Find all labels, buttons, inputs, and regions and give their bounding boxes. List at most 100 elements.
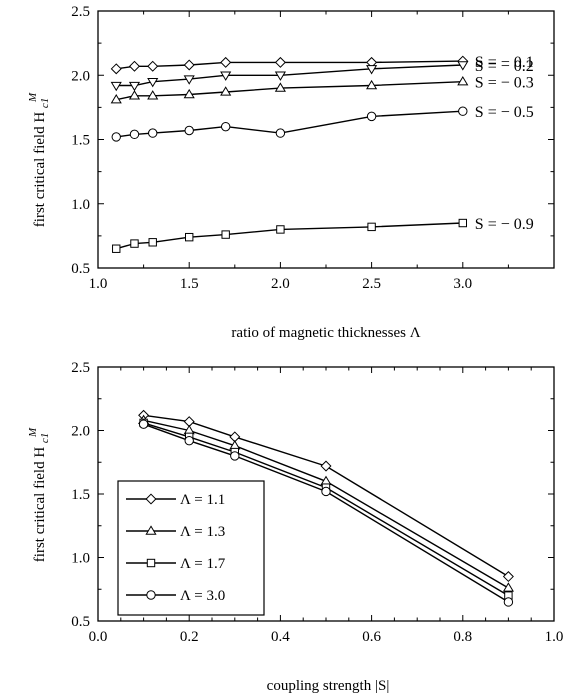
top-data-point <box>366 65 378 75</box>
bottom-series-1 <box>138 414 514 592</box>
top-data-point <box>185 232 194 242</box>
top-data-point <box>112 244 121 253</box>
top-series-1 <box>110 61 469 92</box>
top-series-4 <box>112 218 468 253</box>
legend-marker <box>145 493 157 505</box>
top-x-tick-label: 2.0 <box>271 276 290 292</box>
top-data-point <box>129 129 140 140</box>
legend-label: Λ = 1.3 <box>180 524 225 540</box>
bottom-series-0 <box>138 409 514 583</box>
top-series-line <box>116 110 463 138</box>
top-data-point <box>366 79 378 90</box>
bottom-data-point <box>184 435 194 446</box>
top-data-point <box>110 81 122 92</box>
top-data-point <box>130 239 139 248</box>
legend-marker <box>146 558 156 568</box>
top-data-point <box>274 71 286 81</box>
bottom-x-axis-label: coupling strength |S| <box>267 678 390 694</box>
top-data-point <box>111 132 121 142</box>
bottom-y-axis-label: first critical field H c1 M <box>27 427 52 562</box>
bottom-data-point <box>138 419 149 429</box>
top-x-axis-label: ratio of magnetic thicknesses Λ <box>231 325 420 341</box>
bottom-chart: first critical field H c1 M coupling str… <box>27 360 563 694</box>
top-series-line <box>116 64 463 87</box>
top-chart: first critical field H c1 M ratio of mag… <box>27 4 555 341</box>
top-y-tick-label: 0.5 <box>71 261 90 277</box>
bottom-data-point <box>320 460 332 472</box>
legend-label: Λ = 1.1 <box>180 492 225 508</box>
bottom-x-tick-label: 1.0 <box>545 629 564 645</box>
legend-label: Λ = 1.7 <box>180 556 226 572</box>
top-data-point <box>458 218 468 228</box>
top-x-tick-label: 3.0 <box>453 276 472 292</box>
top-y-tick-label: 1.5 <box>71 133 90 149</box>
top-y-axis-label: first critical field H c1 M <box>27 92 52 227</box>
top-x-tick-label: 1.5 <box>180 276 199 292</box>
bottom-y-tick-label: 2.5 <box>71 360 90 376</box>
bottom-data-point <box>503 597 514 607</box>
top-series-0 <box>110 55 469 75</box>
top-data-point <box>183 75 195 85</box>
top-y-tick-label: 1.0 <box>71 197 90 213</box>
top-data-point <box>457 61 469 71</box>
bottom-y-tick-label: 2.0 <box>71 424 90 440</box>
legend-item: Λ = 3.0 <box>126 588 225 604</box>
top-data-point <box>220 71 232 81</box>
bottom-y-tick-label: 0.5 <box>71 614 90 630</box>
bottom-series-3 <box>138 419 514 607</box>
top-data-point <box>183 88 195 99</box>
top-data-point <box>184 125 194 136</box>
top-series-label: S = − 0.1 <box>475 54 534 71</box>
top-series-2 <box>110 75 469 104</box>
bottom-x-tick-label: 0.8 <box>453 629 472 645</box>
top-data-point <box>147 60 159 72</box>
top-data-point <box>128 81 141 92</box>
top-data-point <box>274 56 286 68</box>
top-data-point <box>148 238 157 247</box>
top-data-point <box>220 56 232 68</box>
top-x-tick-label: 1.0 <box>89 276 108 292</box>
top-data-point <box>110 93 122 104</box>
legend-marker <box>145 525 157 535</box>
legend-item: Λ = 1.1 <box>126 492 225 508</box>
top-y-tick-label: 2.5 <box>71 4 90 20</box>
top-series-label: S = − 0.5 <box>475 104 534 121</box>
bottom-y-tick-label: 1.5 <box>71 487 90 503</box>
top-x-tick-label: 2.5 <box>362 276 381 292</box>
legend-item: Λ = 1.3 <box>126 524 225 540</box>
top-data-point <box>276 225 285 234</box>
bottom-x-tick-label: 0.6 <box>362 629 381 645</box>
top-data-point <box>220 86 232 96</box>
top-data-point <box>128 60 140 72</box>
legend-marker <box>146 590 156 600</box>
top-series-label: S = − 0.9 <box>475 216 534 233</box>
bottom-data-point <box>502 582 514 592</box>
bottom-y-tick-label: 1.0 <box>71 551 90 567</box>
top-data-point <box>274 82 286 92</box>
legend-item: Λ = 1.7 <box>126 556 226 572</box>
top-data-point <box>147 77 159 88</box>
top-data-point <box>457 75 469 86</box>
bottom-data-point <box>230 451 240 461</box>
top-data-point <box>148 128 158 138</box>
legend: Λ = 1.1 Λ = 1.3 Λ = 1.7 Λ = 3.0 <box>117 480 265 616</box>
bottom-data-point <box>502 571 514 583</box>
top-y-tick-label: 2.0 <box>71 68 90 84</box>
legend-label: Λ = 3.0 <box>180 588 225 604</box>
top-data-point <box>367 222 376 232</box>
top-series-label: S = − 0.2 <box>475 58 534 75</box>
bottom-x-tick-label: 0.2 <box>180 629 199 645</box>
top-data-point <box>110 63 122 75</box>
top-series-line <box>116 222 463 250</box>
top-data-point <box>220 121 231 132</box>
legend-box <box>117 480 265 616</box>
bottom-data-point <box>321 486 331 497</box>
top-data-point <box>221 230 230 239</box>
top-data-point <box>183 59 195 71</box>
top-series-label: S = − 0.3 <box>475 75 534 92</box>
top-series-3 <box>111 106 468 142</box>
top-series-line <box>116 81 463 101</box>
top-data-point <box>275 128 286 138</box>
top-data-point <box>366 111 377 122</box>
